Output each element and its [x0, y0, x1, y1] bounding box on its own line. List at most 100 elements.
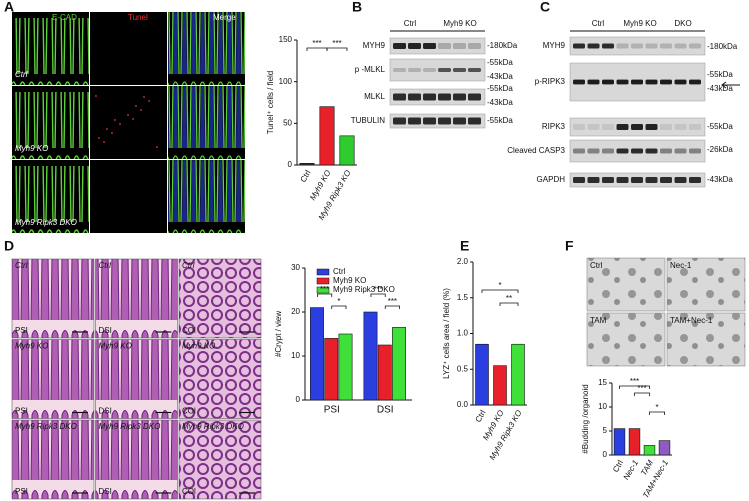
micrograph [95, 339, 178, 419]
micrograph-label: PSI [15, 407, 28, 416]
blot-band [573, 43, 585, 49]
x-tick-label: Nec-1 [622, 459, 640, 482]
blot-band [689, 177, 701, 183]
blot-band [616, 124, 629, 130]
blot-band [438, 117, 451, 125]
y-tick-label: 150 [279, 35, 293, 44]
y-tick-label: 1.5 [457, 293, 469, 302]
mw-marker: -43kDa [487, 98, 513, 107]
lane-label: Ctrl [592, 19, 605, 28]
y-tick-label: 0.5 [457, 364, 469, 373]
blot-band [616, 177, 629, 183]
bar [613, 428, 626, 456]
lane-label: Myh9 KO [623, 19, 656, 28]
significance-label: *** [630, 377, 639, 386]
micrograph-label: DSI [99, 487, 112, 496]
blot-row-label: RIPK3 [542, 122, 566, 131]
blot-band [453, 68, 466, 72]
micrograph-label: Ctrl [15, 261, 28, 270]
blot-band [393, 93, 406, 101]
bar [493, 365, 507, 406]
lane-label: Myh9 KO [443, 19, 476, 28]
significance-bracket [384, 305, 400, 309]
significance-label: *** [388, 297, 397, 306]
column-label: Tunel [128, 13, 148, 22]
bar [363, 311, 378, 401]
y-tick-label: 5 [603, 426, 608, 435]
significance-bracket [326, 47, 348, 51]
micrograph [90, 160, 167, 233]
bar [643, 445, 656, 456]
blot-band [616, 43, 629, 49]
blot-band [602, 124, 614, 130]
blot-band [587, 79, 600, 85]
blot-row-label: GAPDH [537, 175, 566, 184]
micrograph-signal [12, 166, 89, 233]
blot-band [674, 79, 687, 85]
blot-band [423, 93, 436, 101]
tunel-dot [103, 141, 105, 143]
blot-band [602, 43, 614, 49]
tunel-dot [143, 96, 145, 98]
blot-band [453, 117, 466, 125]
x-tick-label: Ctrl [299, 168, 313, 183]
legend-label: Myh9 KO [333, 276, 366, 285]
tunel-dot [148, 100, 150, 102]
y-tick-label: 15 [598, 378, 607, 387]
bar [338, 333, 353, 401]
mw-marker: -43kDa [487, 72, 513, 81]
micrograph [11, 258, 95, 339]
legend-swatch [316, 286, 330, 294]
y-tick-label: 0 [296, 395, 301, 404]
blot-band [631, 43, 643, 49]
micrograph [95, 419, 178, 500]
bar [628, 428, 641, 456]
blot-strip [569, 36, 706, 56]
mw-marker: -55kDa [487, 58, 513, 67]
blot-band [393, 117, 406, 125]
tunel-dot [127, 114, 129, 116]
blot-row-label: MLKL [364, 92, 385, 101]
significance-bracket [619, 385, 650, 389]
blot-row-label: MYH9 [363, 41, 386, 50]
micrograph-label: COl [182, 326, 196, 335]
blot-band [660, 148, 672, 154]
micrograph-label: Myh9 KO [182, 342, 215, 351]
micrograph-label: PSI [15, 487, 28, 496]
significance-bracket [499, 302, 519, 306]
y-tick-label: 10 [598, 402, 607, 411]
blot-row-label: p -MLKL [355, 65, 386, 74]
micrograph [178, 339, 262, 419]
micrograph [168, 86, 245, 159]
blot-row-label: TUBULIN [351, 116, 385, 125]
blot-band [408, 117, 421, 125]
blot-band [438, 43, 451, 49]
micrograph-label: Myh9 Ripk3 DKO [15, 422, 77, 431]
y-tick-label: 0.0 [457, 400, 469, 409]
blot-band [423, 43, 436, 49]
micrograph-label: COl [182, 407, 196, 416]
micrograph [90, 86, 167, 159]
micrograph [178, 258, 262, 339]
panel-label: B [352, 0, 362, 15]
blot-band [573, 124, 585, 130]
blot-band [689, 148, 701, 154]
tunel-dot [132, 118, 134, 120]
blot-band [602, 148, 614, 154]
micrograph [90, 12, 167, 85]
legend-label: Ctrl [333, 267, 346, 276]
bar [475, 343, 489, 406]
significance-bracket [634, 392, 650, 396]
blot-band [674, 177, 687, 183]
significance-bracket [481, 289, 519, 293]
blot-band [674, 124, 687, 130]
blot-band [674, 148, 687, 154]
mw-marker: -26kDa [707, 145, 733, 154]
blot-band [453, 93, 466, 101]
significance-bracket [331, 305, 347, 309]
micrograph [95, 258, 178, 339]
micrograph [168, 160, 245, 233]
micrograph-label: TAM+Nec-1 [670, 316, 713, 325]
y-tick-label: 0 [288, 160, 293, 169]
